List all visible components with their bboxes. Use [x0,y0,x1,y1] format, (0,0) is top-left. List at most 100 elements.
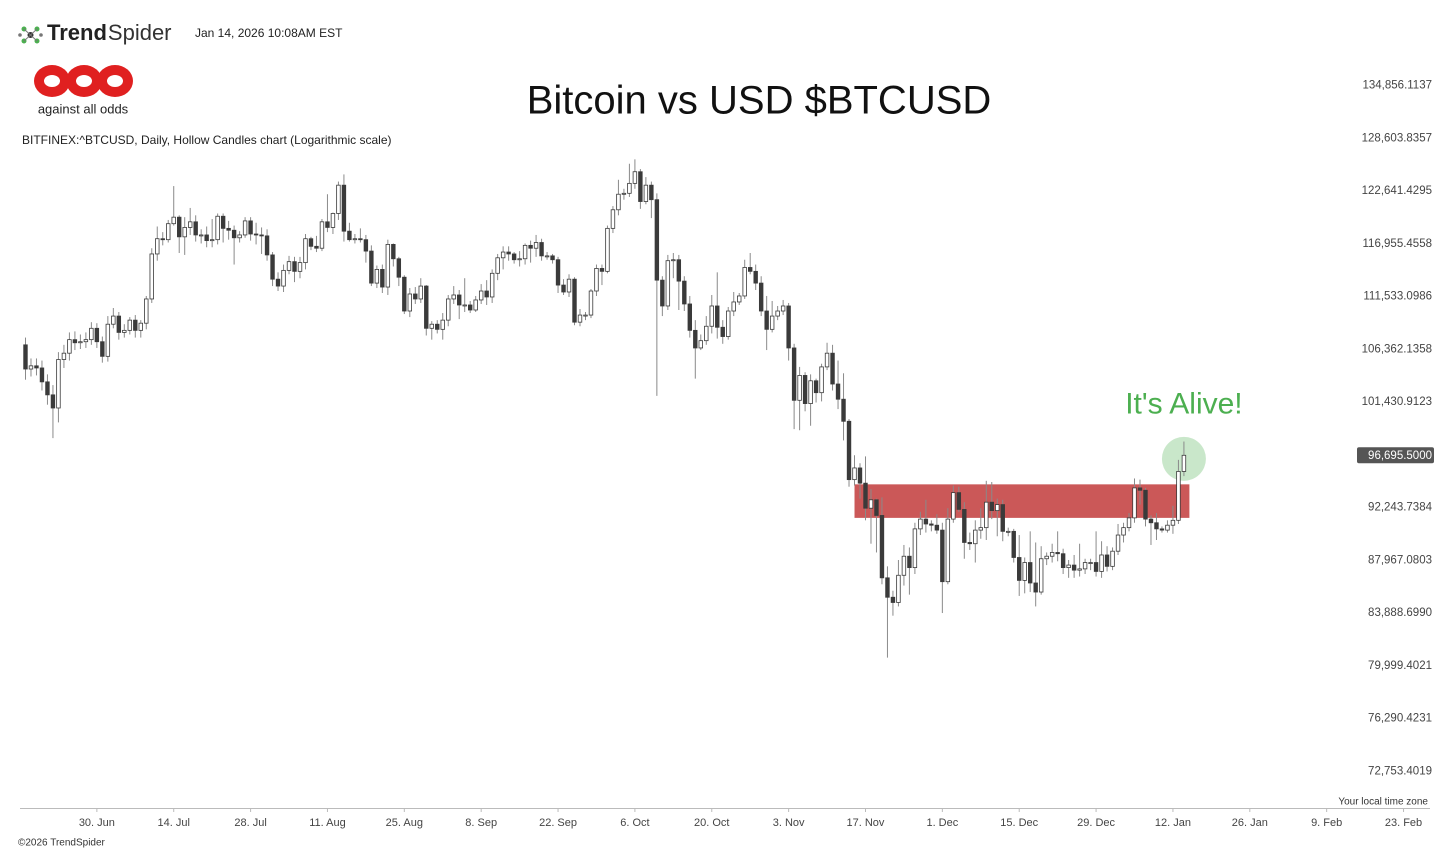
candle-body [665,260,671,307]
candle-body [956,492,962,510]
candle-body [34,365,39,369]
candle-body [632,171,638,184]
x-tick-label: 3. Nov [773,817,805,829]
x-tick-label: 20. Oct [694,817,729,829]
candle-body [1088,562,1093,564]
candle-body [621,192,627,195]
candle-body [56,359,61,409]
candle-body [923,518,929,525]
candle-body [198,234,204,237]
x-tick-label: 26. Jan [1232,817,1268,829]
candle-body [1082,562,1088,570]
candle-body [995,504,1000,512]
candle-body [429,323,434,329]
candle-body [940,529,945,583]
candle-body [495,257,500,274]
candle-body [1066,564,1071,569]
candle-body [94,327,100,343]
candle-body [857,467,863,484]
candle-body [341,184,347,232]
annotation: It's Alive! [1125,388,1242,421]
candle-body [780,305,786,312]
candle-body [500,251,506,259]
candle-body [1159,528,1165,531]
candle-body [945,518,951,583]
candle-body [28,365,34,370]
y-tick-label: 128,603.8357 [1362,132,1432,144]
candle-body [1000,504,1005,532]
candle-body [1044,555,1049,560]
candle-body [259,234,264,237]
logo-text: against all odds [38,101,129,116]
candle-body [1027,562,1033,584]
candle-body [336,184,341,214]
candle-body [912,528,918,569]
candle-body [747,267,753,272]
candle-body [303,238,308,264]
candle-body [715,305,720,328]
candle-body [1049,552,1055,557]
candle-body [297,262,303,272]
candle-body [264,235,270,256]
candle-body [775,310,780,317]
candle-body [769,315,775,330]
chart-subtitle: BITFINEX:^BTCUSD, Daily, Hollow Candles … [22,133,392,147]
candle-body [319,221,325,249]
candle-body [209,239,215,242]
candle-body [852,467,857,481]
x-tick-label: 1. Dec [926,817,958,829]
candle-body [292,261,297,272]
candle-body [50,394,56,409]
candle-body [511,253,517,261]
candle-body [242,220,248,236]
candle-body [402,276,407,312]
candle-body [654,199,660,281]
candle-body [1170,519,1176,526]
candle-body [1126,517,1132,529]
candle-body [424,285,429,329]
candle-body [616,193,621,211]
candle-body [813,380,819,394]
candle-body [671,259,676,262]
candle-body [72,339,78,344]
candle-body [182,227,187,238]
candle-body [835,383,841,400]
candle-body [281,269,286,287]
candle-body [1038,558,1044,593]
x-tick-label: 22. Sep [539,817,577,829]
candle-body [1181,454,1187,472]
candle-body [1132,487,1137,519]
x-tick-label: 30. Jun [79,817,115,829]
candle-body [89,327,94,341]
candle-body [215,215,220,241]
candle-body [533,242,539,249]
candle-body [577,314,583,323]
candle-body [253,233,259,236]
candle-body [286,261,292,271]
candle-body [951,492,956,520]
timezone-note: Your local time zone [1338,797,1428,808]
candle-body [962,509,967,543]
candle-body [237,234,242,239]
y-tick-label: 106,362.1358 [1362,343,1432,355]
candle-body [824,352,830,368]
price-tag [1357,447,1434,464]
candle-body [451,294,456,300]
candle-body [330,213,336,228]
candle-body [984,501,989,529]
x-tick-label: 28. Jul [234,817,266,829]
candle-body [1006,530,1011,533]
candle-body [374,269,380,284]
candle-body [435,323,440,330]
candle-body [605,227,610,272]
candle-body [868,499,874,509]
x-tick-label: 17. Nov [847,817,885,829]
candle-body [78,341,83,344]
candle-body [489,272,495,298]
candle-body [808,380,813,404]
candle-body [978,527,983,531]
candle-body [819,366,824,394]
candle-body [638,171,643,202]
